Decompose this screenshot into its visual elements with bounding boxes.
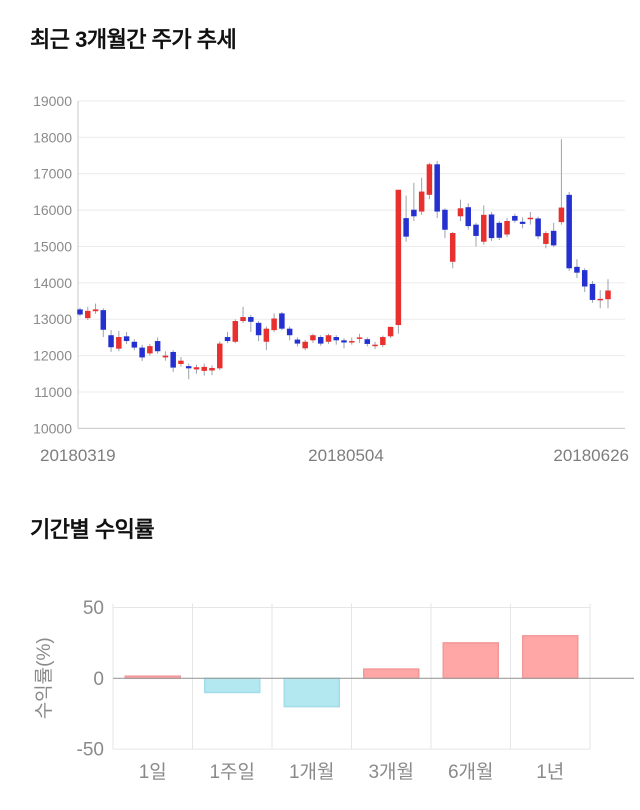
svg-text:1주일: 1주일 [209,761,255,783]
svg-text:1년: 1년 [536,761,564,783]
price-candlestick-chart: 19000 18000 17000 16000 15000 14000 13000 12000… [33,93,629,465]
returns-labels: 50 0 -50 1일 1주일 1개월 3개월 6개월 1년 수익률(%) [33,598,564,783]
svg-text:14000: 14000 [33,275,72,291]
returns-grid [112,603,591,750]
svg-text:18000: 18000 [33,129,72,145]
svg-text:20180319: 20180319 [40,446,116,465]
returns-chart-title: 기간별 수익률 [30,517,155,542]
svg-text:6개월: 6개월 [448,761,494,783]
svg-text:11000: 11000 [34,384,72,400]
returns-y-axis-title: 수익률(%) [33,637,55,719]
svg-text:20180626: 20180626 [553,446,629,465]
svg-text:12000: 12000 [33,348,72,364]
period-returns-bar-chart: 50 0 -50 1일 1주일 1개월 3개월 6개월 1년 수익률(%) [33,598,634,783]
price-x-labels: 20180319 20180504 20180626 [40,446,629,465]
svg-text:50: 50 [83,598,104,619]
candles [77,139,611,380]
returns-bars [124,635,579,708]
svg-text:10000: 10000 [33,420,72,436]
return-bar [204,677,261,694]
svg-text:1개월: 1개월 [289,761,335,783]
svg-text:1일: 1일 [139,761,167,783]
svg-text:15000: 15000 [33,238,72,254]
price-grid: 19000 18000 17000 16000 15000 14000 13000 12000… [33,93,625,436]
svg-text:19000: 19000 [33,93,72,109]
return-bar [442,642,499,680]
svg-text:17000: 17000 [33,166,72,182]
svg-text:0: 0 [93,669,104,690]
return-bar [283,677,340,708]
svg-text:13000: 13000 [33,311,72,327]
svg-text:3개월: 3개월 [368,761,414,783]
price-chart-title: 최근 3개월간 주가 추세 [30,27,237,52]
svg-text:20180504: 20180504 [308,446,384,465]
return-bar [522,635,579,680]
svg-text:16000: 16000 [33,202,72,218]
svg-text:-50: -50 [77,740,104,761]
return-bar [363,668,420,680]
